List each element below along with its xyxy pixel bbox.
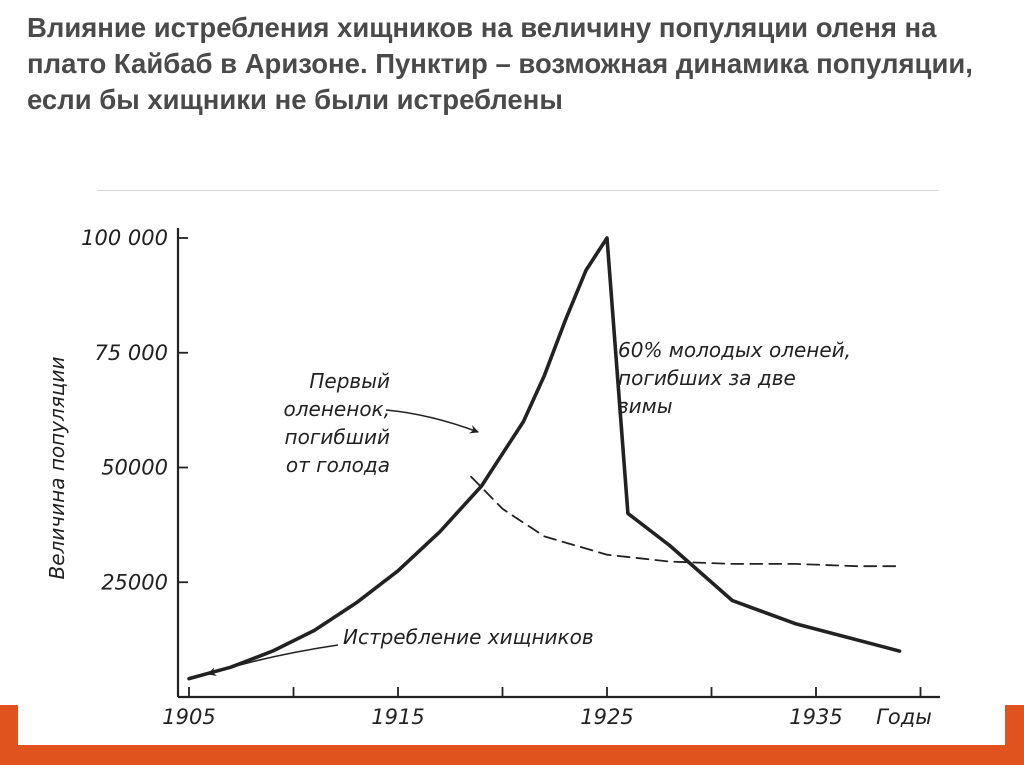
annotation-arrow [207,644,339,676]
x-tick-label: 1915 [371,705,424,729]
bottom-accent-band [0,745,1024,765]
annotation-text: от голода [286,453,390,477]
series-line-solid [187,236,902,681]
annotation-text: Первый [309,369,390,393]
x-tick-label: 1905 [162,705,215,729]
annotation-text: олененок, [284,397,390,421]
y-tick-label: 75 000 [95,341,168,365]
x-tick-label: 1935 [789,705,842,729]
annotation-text: погибших за две [618,366,796,390]
y-axis-label: Величина популяции [45,357,69,580]
right-accent-bar [1005,705,1024,745]
slide-title: Влияние истребления хищников на величину… [27,12,973,115]
annotation-text: Истребление хищников [343,625,594,649]
annotation-text: 60% молодых оленей, [618,338,851,362]
series-line-dashed [470,475,901,568]
annotation-arrow [385,409,479,434]
y-tick-label: 50000 [101,456,168,480]
x-tick-label: 1925 [580,705,633,729]
x-axis-label: Годы [876,705,932,729]
y-tick-label: 100 000 [81,226,168,250]
annotation-text: зимы [618,394,673,418]
left-accent-bar [0,705,18,745]
annotation-text: погибший [285,425,390,449]
title-divider [97,190,939,191]
y-tick-label: 25000 [101,570,168,594]
